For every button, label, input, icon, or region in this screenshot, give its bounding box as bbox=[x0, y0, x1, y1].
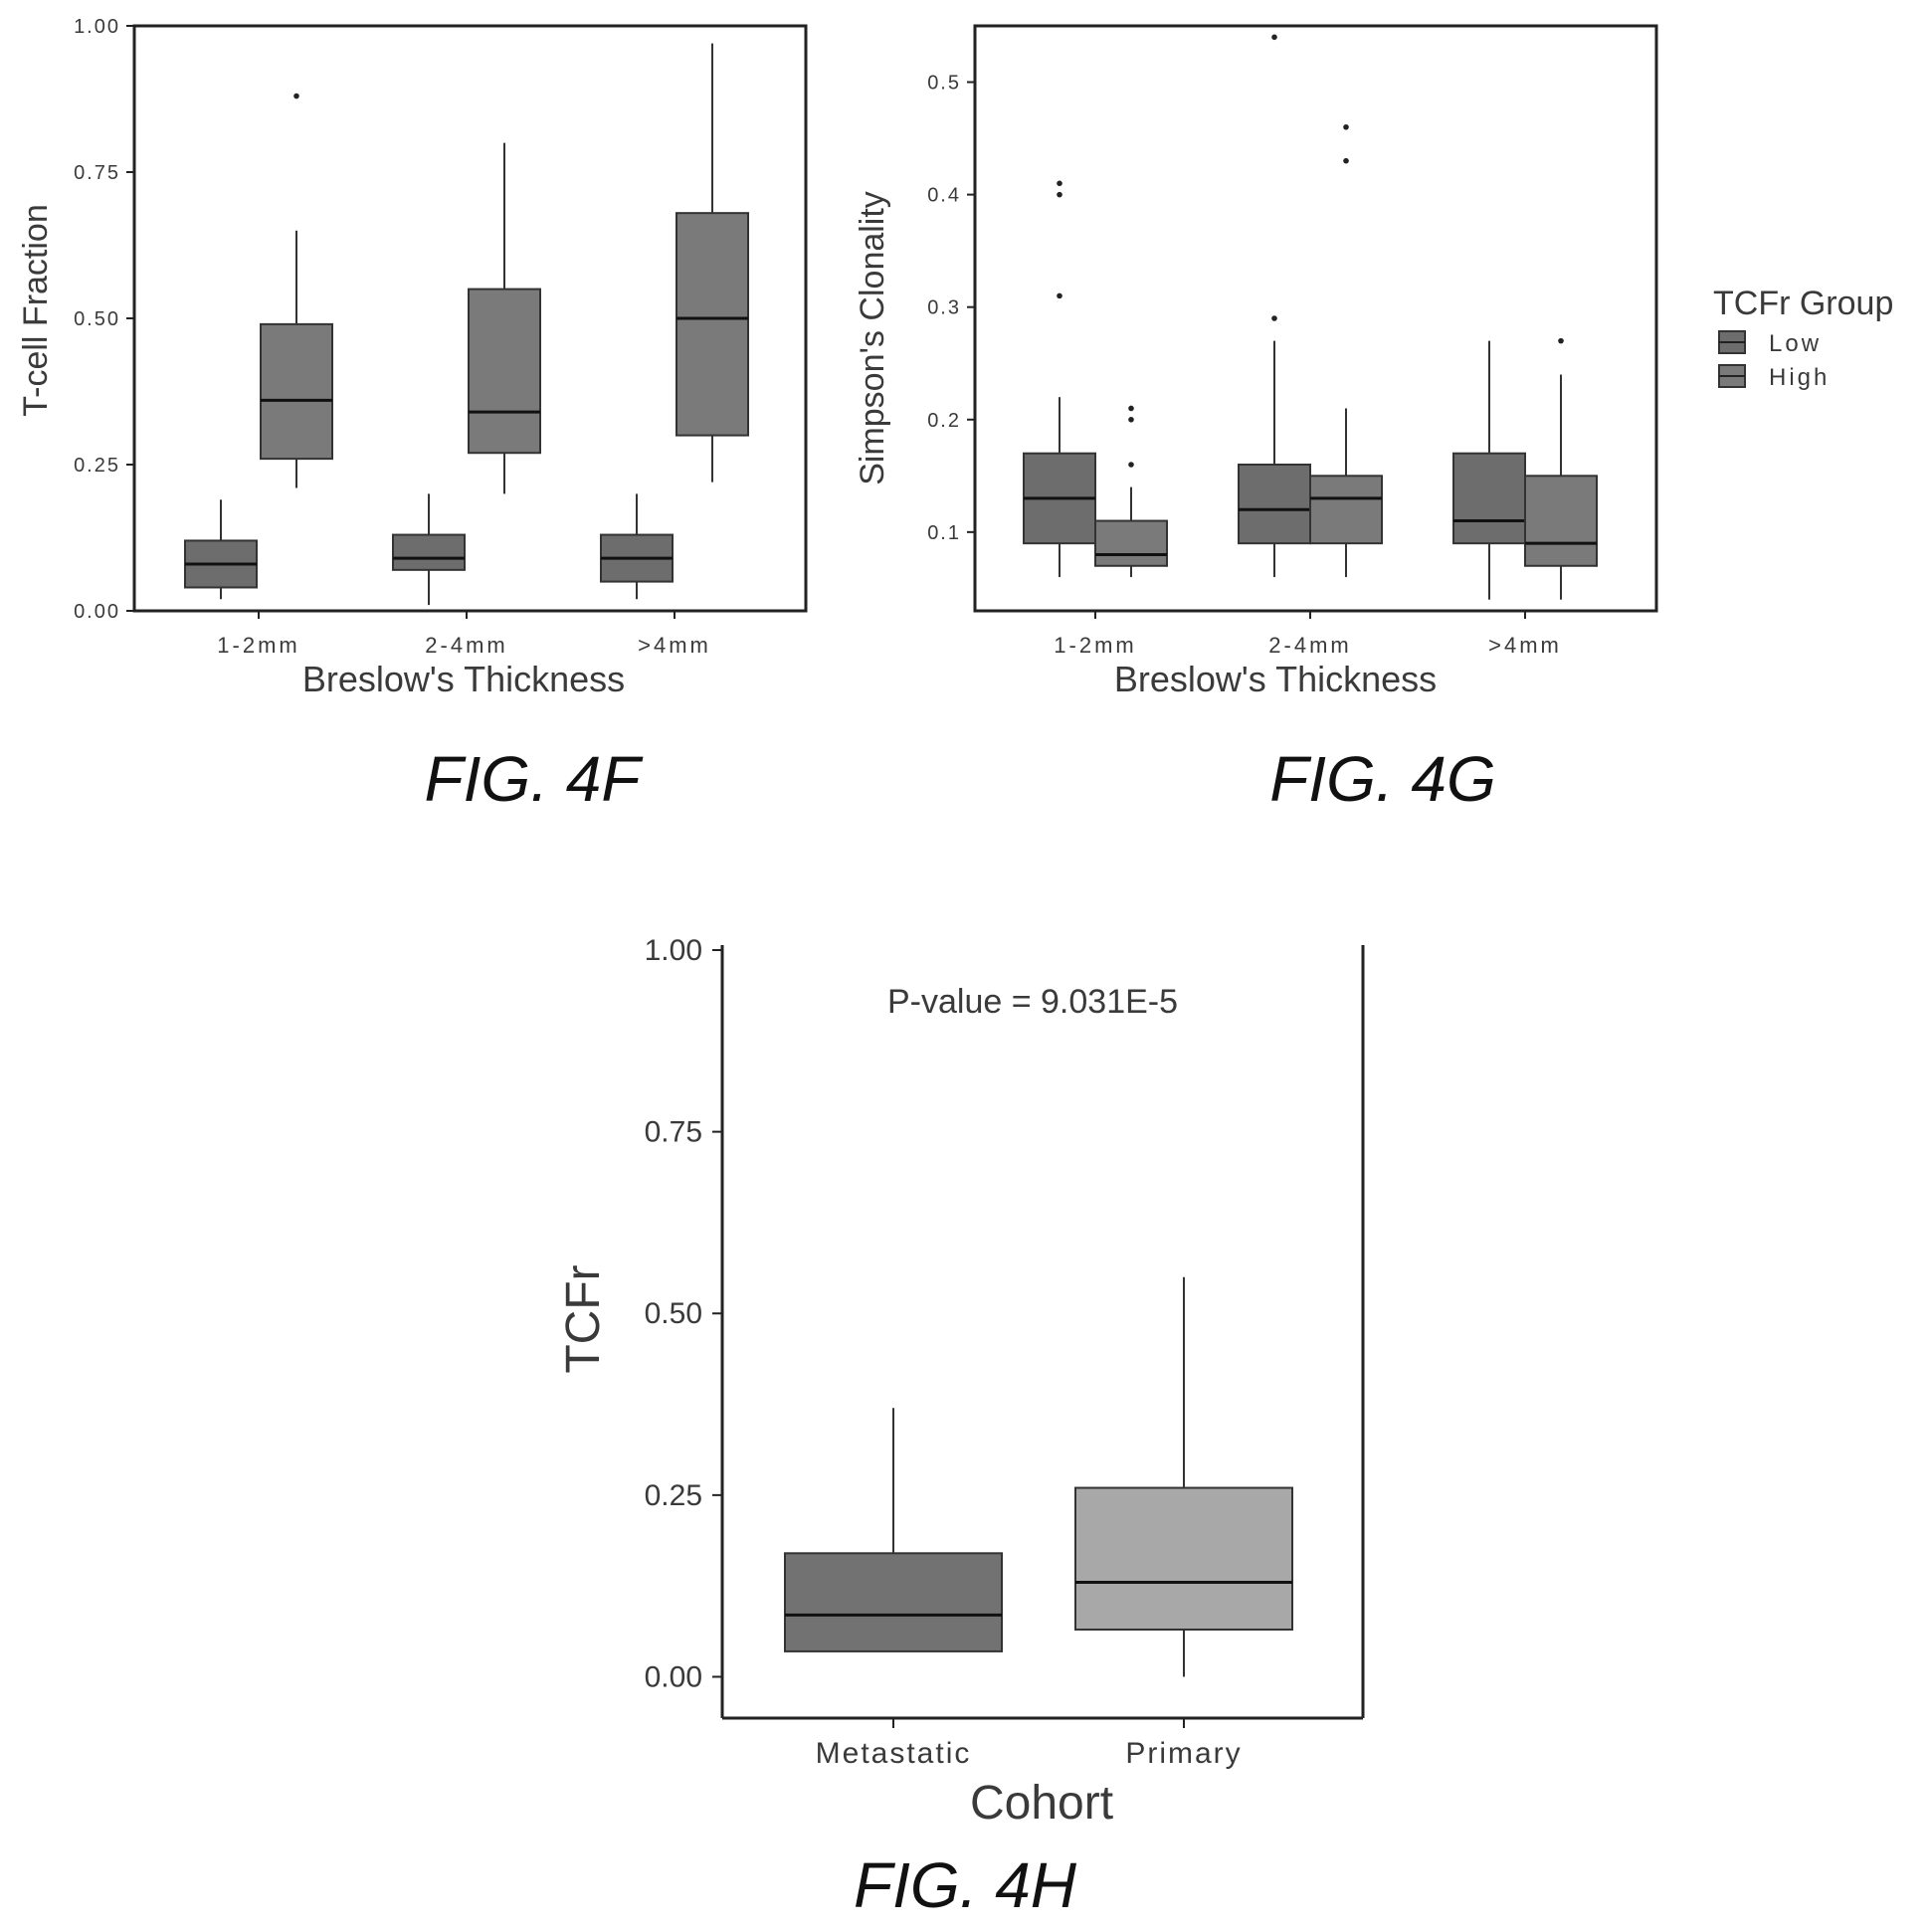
x-ticks-4f: 1-2mm 2-4mm >4mm bbox=[217, 611, 711, 658]
y-tick-label: 0.50 bbox=[645, 1297, 702, 1330]
high-1-2mm-outlier-1 bbox=[1128, 416, 1134, 423]
y-tick-label: 0.00 bbox=[645, 1660, 702, 1693]
box-metastatic-box bbox=[784, 1552, 1003, 1652]
low-2-4mm-box bbox=[1238, 464, 1311, 545]
x-tick-label: Primary bbox=[1125, 1737, 1242, 1770]
x-axis-title-4f: Breslow's Thickness bbox=[302, 659, 625, 699]
boxes-4g bbox=[1023, 34, 1598, 600]
y-ticks-4f: 0.00 0.25 0.50 0.75 1.00 bbox=[74, 16, 134, 623]
legend-label-high: High bbox=[1769, 364, 1830, 391]
y-tick-label: 0.50 bbox=[74, 308, 120, 330]
low-2-4mm-outlier-1 bbox=[1271, 34, 1277, 41]
low-1-2mm-outlier-1 bbox=[1057, 191, 1062, 198]
x-axis-title-4g: Breslow's Thickness bbox=[1114, 659, 1437, 699]
y-ticks-4h: 0.00 0.25 0.50 0.75 1.00 bbox=[645, 934, 722, 1693]
low-1-2mm-outlier-2 bbox=[1057, 180, 1062, 187]
x-tick-label: 2-4mm bbox=[1268, 633, 1351, 658]
chart-4g: 0.1 0.2 0.3 0.4 0.5 1-2mm 2-4mm >4mm Breslow's… bbox=[854, 24, 1893, 699]
x-tick-label: 1-2mm bbox=[217, 633, 299, 658]
high-2-4mm-outlier-0 bbox=[1343, 157, 1349, 164]
boxes-4f bbox=[184, 43, 749, 606]
high-2-4mm-box bbox=[1309, 475, 1383, 545]
y-axis-title-4h: TCFr bbox=[557, 1264, 610, 1373]
low-2-4mm-outlier-0 bbox=[1271, 315, 1277, 321]
y-axis-title-4f: T-cell Fraction bbox=[17, 204, 55, 417]
y-tick-label: 0.75 bbox=[645, 1116, 702, 1149]
chart-4f: 0.00 0.25 0.50 0.75 1.00 1-2mm 2-4mm >4mm Bres… bbox=[17, 16, 808, 699]
high-2-4mm-outlier-1 bbox=[1343, 123, 1349, 130]
high-4mm-box bbox=[1524, 475, 1598, 567]
x-tick-label: >4mm bbox=[1488, 633, 1562, 658]
legend-label-low: Low bbox=[1769, 330, 1822, 357]
y-tick-label: 0.4 bbox=[927, 185, 961, 207]
high-1-2mm-box bbox=[1094, 519, 1168, 567]
figure-caption-4f: FIG. 4F bbox=[424, 743, 641, 815]
y-ticks-4g: 0.1 0.2 0.3 0.4 0.5 bbox=[927, 73, 975, 544]
high-1-2mm-outlier-0 bbox=[1128, 462, 1134, 468]
x-tick-label: 2-4mm bbox=[425, 633, 507, 658]
low-4mm-box bbox=[1452, 452, 1526, 545]
x-axis-title-4h: Cohort bbox=[970, 1777, 1113, 1830]
x-tick-label: Metastatic bbox=[816, 1737, 972, 1770]
figure-caption-4h: FIG. 4H bbox=[853, 1849, 1077, 1921]
chart-4h: 0.00 0.25 0.50 0.75 1.00 Metastatic Primary P… bbox=[557, 934, 1365, 1830]
y-tick-label: 0.3 bbox=[927, 297, 961, 319]
x-tick-label: 1-2mm bbox=[1054, 633, 1136, 658]
y-tick-label: 0.75 bbox=[74, 162, 120, 184]
plot-frame-4g bbox=[973, 24, 1658, 613]
high-4mm-box bbox=[676, 212, 749, 437]
low-1-2mm-outlier-0 bbox=[1057, 292, 1062, 299]
figure-caption-4g: FIG. 4G bbox=[1269, 743, 1496, 815]
x-ticks-4h: Metastatic Primary bbox=[816, 1718, 1242, 1770]
y-tick-label: 0.5 bbox=[927, 73, 961, 95]
y-tick-label: 0.25 bbox=[74, 455, 120, 477]
low-2-4mm-box bbox=[392, 533, 466, 571]
high-1-2mm-box bbox=[260, 322, 333, 461]
legend-title: TCFr Group bbox=[1713, 285, 1893, 322]
p-value-annotation: P-value = 9.031E-5 bbox=[887, 983, 1178, 1021]
legend-4g: TCFr Group Low High bbox=[1713, 285, 1893, 391]
high-2-4mm-box bbox=[468, 288, 541, 455]
box-primary-box bbox=[1074, 1486, 1293, 1631]
y-tick-label: 0.2 bbox=[927, 410, 961, 432]
high-1-2mm-outlier-0 bbox=[293, 93, 299, 99]
boxes-4h bbox=[784, 1276, 1293, 1677]
y-tick-label: 0.00 bbox=[74, 601, 120, 623]
y-axis-title-4g: Simpson's Clonality bbox=[854, 191, 891, 485]
x-tick-label: >4mm bbox=[638, 633, 711, 658]
high-4mm-outlier-0 bbox=[1558, 337, 1564, 344]
high-1-2mm-outlier-2 bbox=[1128, 405, 1134, 412]
x-ticks-4g: 1-2mm 2-4mm >4mm bbox=[1054, 611, 1562, 658]
y-tick-label: 1.00 bbox=[645, 934, 702, 967]
y-tick-label: 0.1 bbox=[927, 522, 961, 544]
y-tick-label: 0.25 bbox=[645, 1479, 702, 1512]
y-tick-label: 1.00 bbox=[74, 16, 120, 38]
